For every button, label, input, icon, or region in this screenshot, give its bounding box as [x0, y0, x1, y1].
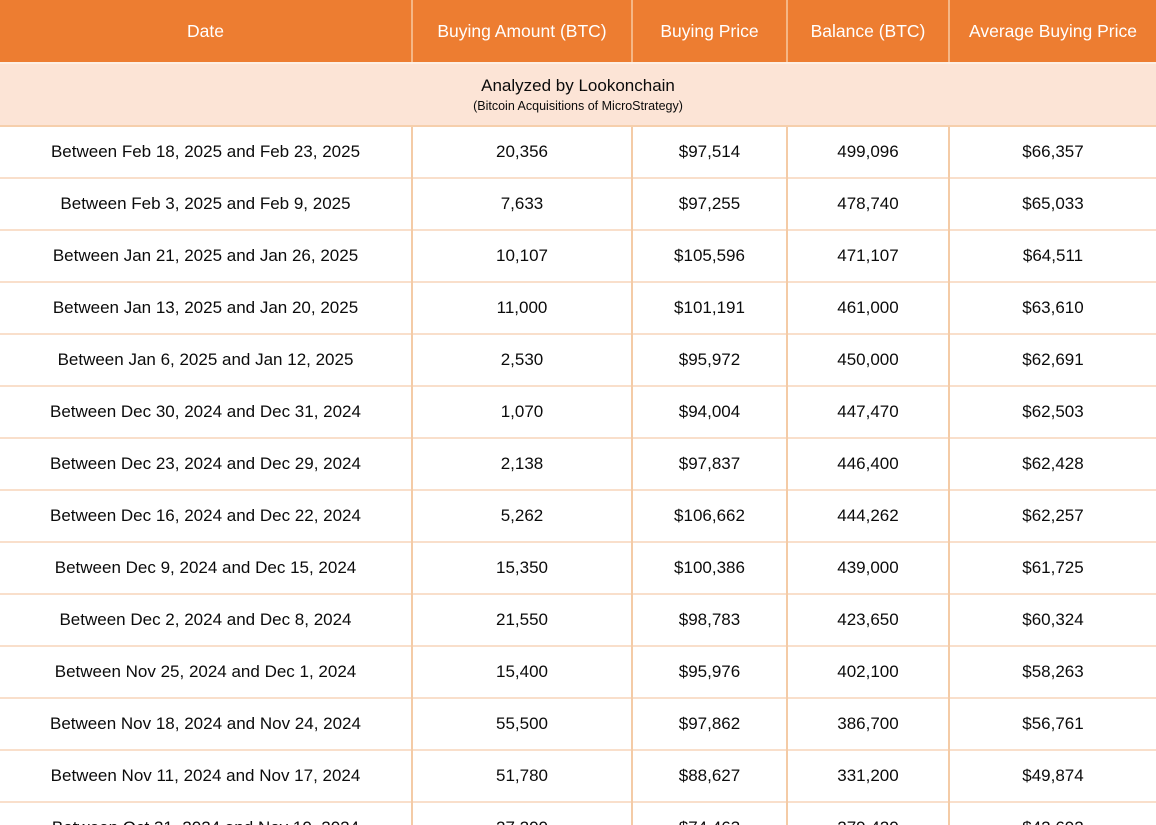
cell-average-price: $49,874	[948, 749, 1156, 802]
cell-date: Between Feb 18, 2025 and Feb 23, 2025	[0, 126, 412, 178]
table-row: Between Dec 2, 2024 and Dec 8, 2024 21,5…	[0, 593, 1156, 646]
cell-balance: 439,000	[786, 541, 949, 594]
cell-buying-price: $97,837	[631, 437, 787, 490]
cell-balance: 402,100	[786, 645, 949, 698]
cell-average-price: $62,503	[948, 385, 1156, 438]
caption-title: Analyzed by Lookonchain	[481, 75, 675, 95]
cell-average-price: $66,357	[948, 126, 1156, 178]
cell-date: Between Jan 13, 2025 and Jan 20, 2025	[0, 281, 412, 334]
table-row: Between Feb 3, 2025 and Feb 9, 2025 7,63…	[0, 177, 1156, 230]
cell-buying-amount: 11,000	[411, 281, 632, 334]
cell-buying-price: $98,783	[631, 593, 787, 646]
cell-balance: 450,000	[786, 333, 949, 386]
column-header-balance: Balance (BTC)	[786, 0, 949, 64]
cell-buying-amount: 15,400	[411, 645, 632, 698]
cell-buying-amount: 51,780	[411, 749, 632, 802]
cell-buying-price: $101,191	[631, 281, 787, 334]
cell-average-price: $61,725	[948, 541, 1156, 594]
table-header: Date Buying Amount (BTC) Buying Price Ba…	[0, 0, 1156, 64]
cell-average-price: $63,610	[948, 281, 1156, 334]
column-header-buying-amount: Buying Amount (BTC)	[411, 0, 632, 64]
header-row: Date Buying Amount (BTC) Buying Price Ba…	[0, 0, 1156, 64]
cell-buying-price: $105,596	[631, 229, 787, 282]
table-row: Between Dec 23, 2024 and Dec 29, 2024 2,…	[0, 437, 1156, 490]
cell-balance: 478,740	[786, 177, 949, 230]
cell-average-price: $60,324	[948, 593, 1156, 646]
column-header-date: Date	[0, 0, 412, 64]
table-row: Between Feb 18, 2025 and Feb 23, 2025 20…	[0, 126, 1156, 178]
cell-date: Between Nov 18, 2024 and Nov 24, 2024	[0, 697, 412, 750]
table-row: Between Dec 16, 2024 and Dec 22, 2024 5,…	[0, 489, 1156, 542]
cell-average-price: $62,691	[948, 333, 1156, 386]
table-row: Between Nov 11, 2024 and Nov 17, 2024 51…	[0, 749, 1156, 802]
cell-average-price: $62,428	[948, 437, 1156, 490]
cell-balance: 444,262	[786, 489, 949, 542]
caption-subtitle: (Bitcoin Acquisitions of MicroStrategy)	[473, 99, 683, 113]
cell-balance: 499,096	[786, 126, 949, 178]
cell-buying-price: $97,255	[631, 177, 787, 230]
cell-date: Between Dec 23, 2024 and Dec 29, 2024	[0, 437, 412, 490]
cell-average-price: $56,761	[948, 697, 1156, 750]
cell-balance: 386,700	[786, 697, 949, 750]
caption-row: Analyzed by Lookonchain (Bitcoin Acquisi…	[0, 63, 1156, 127]
cell-date: Between Feb 3, 2025 and Feb 9, 2025	[0, 177, 412, 230]
cell-buying-price: $74,463	[631, 801, 787, 825]
column-header-buying-price: Buying Price	[631, 0, 787, 64]
cell-balance: 461,000	[786, 281, 949, 334]
cell-buying-price: $95,972	[631, 333, 787, 386]
cell-buying-amount: 2,530	[411, 333, 632, 386]
cell-balance: 471,107	[786, 229, 949, 282]
cell-buying-amount: 7,633	[411, 177, 632, 230]
cell-buying-price: $97,862	[631, 697, 787, 750]
cell-buying-amount: 20,356	[411, 126, 632, 178]
table-row: Between Jan 21, 2025 and Jan 26, 2025 10…	[0, 229, 1156, 282]
cell-buying-price: $106,662	[631, 489, 787, 542]
cell-date: Between Oct 31, 2024 and Nov 10, 2024	[0, 801, 412, 825]
cell-date: Between Jan 6, 2025 and Jan 12, 2025	[0, 333, 412, 386]
cell-buying-price: $94,004	[631, 385, 787, 438]
cell-buying-amount: 10,107	[411, 229, 632, 282]
cell-buying-amount: 5,262	[411, 489, 632, 542]
table-caption: Analyzed by Lookonchain (Bitcoin Acquisi…	[0, 63, 1156, 127]
cell-buying-amount: 2,138	[411, 437, 632, 490]
table-row: Between Dec 9, 2024 and Dec 15, 2024 15,…	[0, 541, 1156, 594]
table-row: Between Oct 31, 2024 and Nov 10, 2024 27…	[0, 801, 1156, 825]
cell-average-price: $42,692	[948, 801, 1156, 825]
cell-average-price: $62,257	[948, 489, 1156, 542]
column-header-average-price: Average Buying Price	[948, 0, 1156, 64]
cell-buying-price: $97,514	[631, 126, 787, 178]
cell-date: Between Dec 30, 2024 and Dec 31, 2024	[0, 385, 412, 438]
table-row: Between Jan 6, 2025 and Jan 12, 2025 2,5…	[0, 333, 1156, 386]
cell-date: Between Dec 2, 2024 and Dec 8, 2024	[0, 593, 412, 646]
cell-date: Between Nov 11, 2024 and Nov 17, 2024	[0, 749, 412, 802]
cell-average-price: $58,263	[948, 645, 1156, 698]
cell-balance: 279,420	[786, 801, 949, 825]
table-row: Between Nov 18, 2024 and Nov 24, 2024 55…	[0, 697, 1156, 750]
table-row: Between Nov 25, 2024 and Dec 1, 2024 15,…	[0, 645, 1156, 698]
table-row: Between Dec 30, 2024 and Dec 31, 2024 1,…	[0, 385, 1156, 438]
cell-buying-amount: 55,500	[411, 697, 632, 750]
cell-balance: 446,400	[786, 437, 949, 490]
cell-average-price: $65,033	[948, 177, 1156, 230]
cell-balance: 331,200	[786, 749, 949, 802]
cell-buying-amount: 1,070	[411, 385, 632, 438]
cell-date: Between Dec 9, 2024 and Dec 15, 2024	[0, 541, 412, 594]
cell-buying-amount: 15,350	[411, 541, 632, 594]
cell-average-price: $64,511	[948, 229, 1156, 282]
table-body: Between Feb 18, 2025 and Feb 23, 2025 20…	[0, 126, 1156, 825]
cell-buying-price: $95,976	[631, 645, 787, 698]
cell-buying-amount: 27,200	[411, 801, 632, 825]
table-row: Between Jan 13, 2025 and Jan 20, 2025 11…	[0, 281, 1156, 334]
cell-balance: 447,470	[786, 385, 949, 438]
cell-buying-amount: 21,550	[411, 593, 632, 646]
cell-date: Between Dec 16, 2024 and Dec 22, 2024	[0, 489, 412, 542]
cell-date: Between Jan 21, 2025 and Jan 26, 2025	[0, 229, 412, 282]
cell-date: Between Nov 25, 2024 and Dec 1, 2024	[0, 645, 412, 698]
cell-buying-price: $100,386	[631, 541, 787, 594]
cell-balance: 423,650	[786, 593, 949, 646]
cell-buying-price: $88,627	[631, 749, 787, 802]
